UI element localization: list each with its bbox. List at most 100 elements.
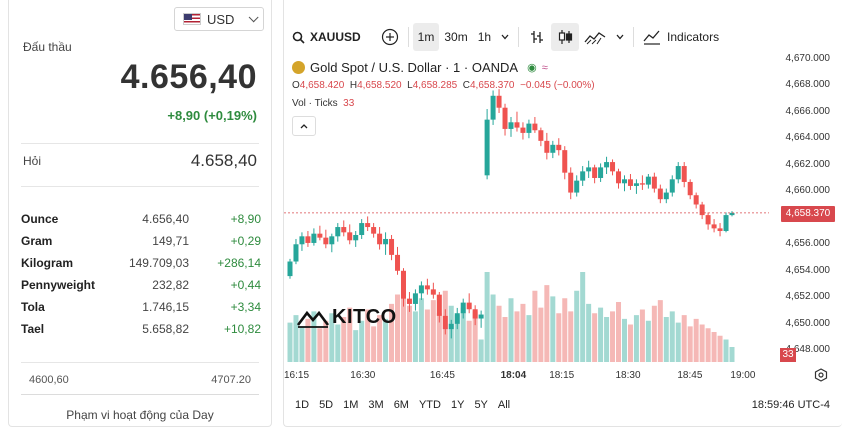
- unit-change: +0,44: [230, 278, 261, 292]
- volume-bar: [592, 313, 598, 362]
- candle: [329, 233, 335, 253]
- candle: [657, 184, 663, 204]
- range-1d[interactable]: 1D: [295, 399, 310, 411]
- volume-bar: [562, 298, 568, 362]
- ask-label: Hỏi: [23, 154, 42, 168]
- candle-body: [693, 195, 699, 205]
- candle: [400, 268, 406, 307]
- range-all[interactable]: All: [497, 399, 511, 411]
- price-tick-label: 4,666.000: [785, 105, 831, 117]
- divider: [21, 143, 259, 144]
- interval-dropdown[interactable]: [496, 23, 514, 51]
- volume-bar: [365, 309, 371, 362]
- candle-body: [633, 183, 639, 186]
- candle-body: [460, 302, 466, 314]
- close-value: 4,658.370: [470, 80, 515, 91]
- range-1m[interactable]: 1M: [343, 399, 359, 411]
- chart-settings-button[interactable]: [814, 368, 828, 387]
- candle: [669, 175, 675, 197]
- indicators-button[interactable]: Indicators: [638, 23, 724, 51]
- currency-select[interactable]: USD: [174, 7, 264, 31]
- plus-circle-icon: [381, 28, 398, 46]
- chart-panel: XAUUSD 1m 30m 1h Indicators: [283, 0, 842, 427]
- volume-bar: [574, 290, 580, 362]
- area-style-button[interactable]: [579, 23, 611, 51]
- volume-bar: [520, 303, 526, 362]
- currency-label: USD: [207, 11, 235, 27]
- chart-type-dropdown[interactable]: [611, 23, 629, 51]
- candle: [538, 127, 544, 147]
- symbol-search[interactable]: XAUUSD: [284, 23, 366, 51]
- candle: [389, 234, 395, 261]
- price-chart[interactable]: [284, 0, 842, 427]
- volume-bar: [586, 303, 592, 362]
- time-tick-label: 18:15: [549, 370, 575, 381]
- volume-bar: [663, 317, 669, 362]
- candle-body: [705, 215, 711, 225]
- candle-body: [418, 285, 424, 294]
- unit-row: Tael 5.658,82 +10,82: [21, 318, 261, 340]
- candle-body: [454, 313, 460, 324]
- range-ytd[interactable]: YTD: [418, 399, 441, 411]
- gear-icon: [814, 368, 828, 382]
- candle-body: [717, 228, 723, 232]
- candle: [580, 166, 586, 186]
- candle-body: [311, 233, 317, 243]
- candle-body: [317, 233, 323, 238]
- bid-price: 4.656,40: [120, 58, 257, 96]
- collapse-legend-button[interactable]: [292, 116, 316, 136]
- interval-1h[interactable]: 1h: [477, 30, 492, 44]
- price-tick-label: 4,670.000: [785, 52, 831, 64]
- compare-button[interactable]: [376, 23, 404, 51]
- volume-bar: [484, 272, 490, 362]
- range-6m[interactable]: 6M: [393, 399, 409, 411]
- range-3m[interactable]: 3M: [368, 399, 384, 411]
- range-1y[interactable]: 1Y: [450, 399, 465, 411]
- candle-body: [508, 122, 514, 129]
- candle-body: [675, 166, 681, 180]
- toolbar-separator: [407, 27, 409, 47]
- ask-price: 4.658,40: [190, 151, 257, 170]
- volume-bar: [460, 307, 466, 362]
- divider: [21, 362, 259, 363]
- candle-body: [586, 167, 592, 172]
- volume-bar: [508, 298, 514, 362]
- candle-body: [323, 237, 329, 245]
- interval-1m[interactable]: 1m: [412, 23, 440, 51]
- volume-bar: [633, 315, 639, 362]
- candle: [651, 172, 657, 193]
- price-tick-label: 4,668.000: [785, 79, 831, 91]
- volume-bar: [532, 290, 538, 362]
- divider: [21, 186, 259, 187]
- volume-bar: [430, 300, 436, 362]
- range-selector: 1D 5D 1M 3M 6M YTD 1Y 5Y All: [290, 397, 515, 413]
- change-value: −0.045 (−0.00%): [520, 80, 595, 91]
- bar-style-button[interactable]: [523, 23, 551, 51]
- candle-body: [663, 192, 669, 200]
- chevron-down-icon: [501, 34, 509, 40]
- candle: [418, 281, 424, 300]
- indicators-label: Indicators: [667, 30, 720, 44]
- volume-bar: [353, 330, 359, 362]
- candle: [687, 179, 693, 200]
- unit-value: 149.709,03: [128, 256, 189, 270]
- open-key: O: [292, 80, 300, 91]
- candle-body: [526, 123, 532, 133]
- candle: [610, 159, 616, 176]
- range-5y[interactable]: 5Y: [474, 399, 488, 411]
- instrument-title: Gold Spot / U.S. Dollar · 1 · OANDA: [310, 60, 519, 75]
- candles-style-button[interactable]: [551, 23, 580, 51]
- high-value: 4,658.520: [357, 80, 402, 91]
- candle-body: [550, 144, 556, 153]
- candle: [598, 163, 604, 182]
- low-value: 4,658.285: [412, 80, 458, 91]
- candle: [448, 319, 454, 339]
- candle-body: [556, 144, 562, 151]
- candle: [323, 229, 329, 249]
- time-tick-label: 18:30: [615, 370, 641, 381]
- range-5d[interactable]: 5D: [319, 399, 334, 411]
- area-chart-icon: [584, 32, 606, 45]
- unit-row: Pennyweight 232,82 +0,44: [21, 274, 261, 296]
- volume-bar: [717, 335, 723, 362]
- interval-30m[interactable]: 30m: [444, 30, 468, 44]
